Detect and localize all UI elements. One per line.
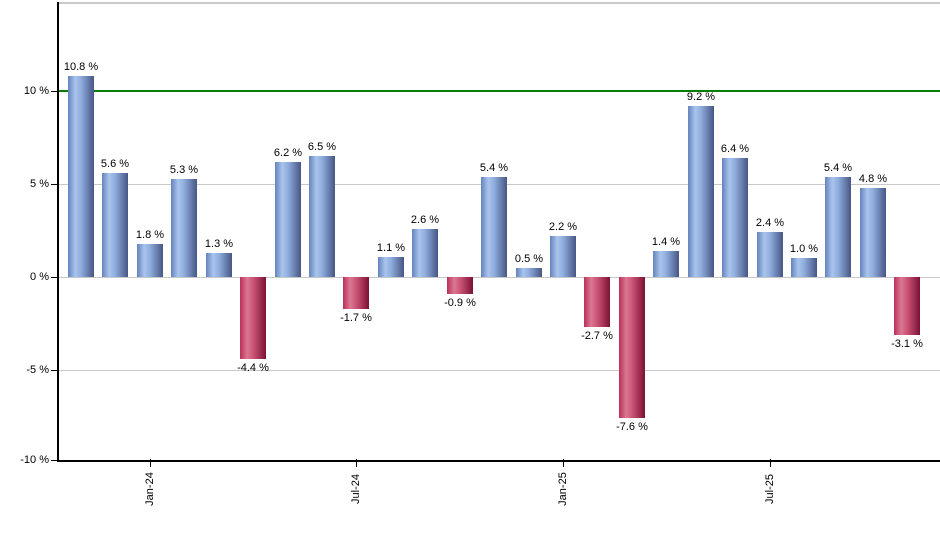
bar-value-label: 5.3 % — [169, 164, 199, 176]
x-tick-label: Jul-25 — [764, 474, 776, 504]
bar-aug-24 — [378, 256, 404, 277]
x-tick — [563, 459, 564, 467]
y-tick — [51, 370, 58, 371]
y-tick-label: 10 % — [23, 85, 49, 97]
gridline — [59, 277, 940, 278]
bar-value-label: -0.9 % — [444, 297, 476, 309]
bar-value-label: 2.2 % — [548, 221, 578, 233]
bar-jul-25 — [757, 232, 783, 277]
gridline — [59, 370, 940, 371]
bar-value-label: 6.5 % — [307, 141, 337, 153]
x-tick-label: Jan-25 — [557, 472, 569, 506]
y-tick-label: -10 % — [20, 454, 49, 466]
bar-value-label: -1.7 % — [340, 312, 372, 324]
bar-nov-24 — [481, 176, 507, 277]
x-tick-label: Jan-24 — [144, 472, 156, 506]
bar-nov-25 — [894, 277, 920, 335]
bar-value-label: 0.5 % — [514, 253, 544, 265]
x-axis-line — [57, 460, 940, 462]
y-tick-label: -5 % — [26, 364, 49, 376]
bar-value-label: 10.8 % — [63, 61, 99, 73]
bar-jan-24 — [137, 243, 163, 277]
bar-nov-23 — [68, 76, 94, 277]
bar-dec-23 — [102, 173, 128, 277]
bar-value-label: 1.4 % — [651, 236, 681, 248]
bar-jun-24 — [309, 156, 335, 277]
bar-value-label: 5.6 % — [100, 158, 130, 170]
bar-apr-25 — [653, 251, 679, 277]
x-tick — [770, 459, 771, 467]
bar-oct-24 — [447, 277, 473, 294]
x-tick — [356, 459, 357, 467]
bar-value-label: -3.1 % — [891, 338, 923, 350]
bar-value-label: 1.1 % — [376, 242, 406, 254]
y-tick-label: 0 % — [30, 271, 49, 283]
reference-line — [59, 90, 940, 92]
y-axis-line — [57, 2, 59, 461]
bar-jul-24 — [343, 277, 369, 309]
bar-value-label: 5.4 % — [823, 162, 853, 174]
bar-may-24 — [275, 161, 301, 277]
y-tick — [51, 460, 58, 461]
bar-value-label: -2.7 % — [581, 330, 613, 342]
x-tick — [150, 459, 151, 467]
y-tick — [51, 184, 58, 185]
bar-value-label: 6.2 % — [273, 147, 303, 159]
bar-value-label: 1.8 % — [135, 229, 165, 241]
x-tick-label: Jul-24 — [350, 474, 362, 504]
bar-value-label: 1.3 % — [204, 238, 234, 250]
y-tick-label: 5 % — [30, 178, 49, 190]
bar-mar-24 — [206, 252, 232, 277]
bar-feb-24 — [171, 178, 197, 277]
bar-value-label: -4.4 % — [237, 362, 269, 374]
bar-jun-25 — [722, 158, 748, 277]
bar-mar-25 — [619, 277, 645, 419]
bar-value-label: 6.4 % — [720, 143, 750, 155]
bar-may-25 — [688, 106, 714, 277]
bar-value-label: 2.6 % — [410, 214, 440, 226]
bar-dec-24 — [516, 267, 542, 277]
bar-apr-24 — [240, 277, 266, 359]
bar-oct-25 — [860, 187, 886, 277]
bar-value-label: 5.4 % — [479, 162, 509, 174]
bar-jan-25 — [550, 236, 576, 277]
plot-top-border — [58, 2, 940, 4]
bar-sep-25 — [825, 176, 851, 277]
bar-value-label: 4.8 % — [858, 173, 888, 185]
bar-value-label: 9.2 % — [686, 91, 716, 103]
y-tick — [51, 91, 58, 92]
bar-sep-24 — [412, 228, 438, 277]
bar-value-label: 2.4 % — [755, 217, 785, 229]
y-tick — [51, 277, 58, 278]
bar-value-label: 1.0 % — [789, 243, 819, 255]
bar-value-label: -7.6 % — [616, 421, 648, 433]
bar-aug-25 — [791, 258, 817, 277]
bar-feb-25 — [584, 277, 610, 328]
